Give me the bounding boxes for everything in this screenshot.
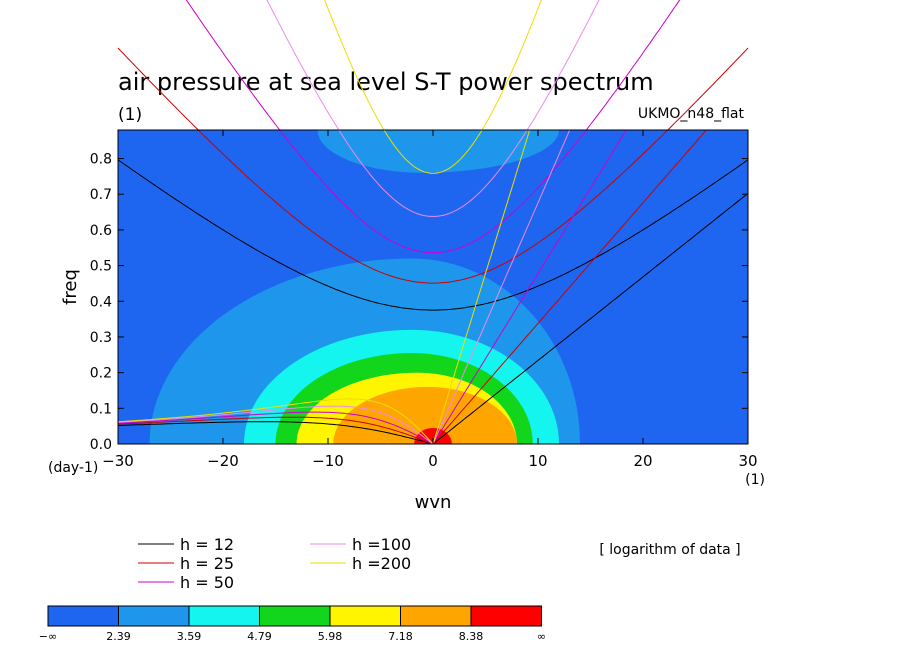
y-axis: 0.0 0.1 0.2 0.3 0.4 0.5 0.6 0.7 0.8	[90, 152, 748, 453]
legend-label-h12: h = 12	[180, 535, 234, 554]
colorbar-swatch-5	[400, 605, 472, 627]
dispersion-gravity-h25	[117, 47, 749, 284]
dispersion-rossby-h12	[118, 421, 434, 444]
subtitle-right: UKMO_n48_flat	[638, 106, 745, 122]
colorbar-label-2: 3.59	[177, 630, 202, 643]
colorbar-label-7: ∞	[537, 630, 546, 643]
data-note: [ logarithm of data ]	[599, 542, 740, 558]
dispersion-kelvin-h25	[432, 130, 708, 444]
x-tick-label: 0	[428, 452, 438, 470]
y-tick-label: 0.3	[90, 330, 112, 346]
colorbar-label-3: 4.79	[247, 630, 272, 643]
colorbar-swatch-6	[470, 605, 542, 627]
colorbar-label-6: 8.38	[459, 630, 484, 643]
dispersion-rossby-h200	[118, 398, 434, 444]
y-tick-label: 0.5	[90, 259, 112, 275]
x-unit-label: (1)	[745, 472, 765, 488]
y-tick-label: 0.8	[90, 152, 112, 168]
chart-title: air pressure at sea level S-T power spec…	[118, 68, 654, 96]
dispersion-gravity-h50	[185, 0, 681, 254]
legend-label-h50: h = 50	[180, 573, 234, 592]
dispersion-kelvin-h100	[432, 130, 571, 444]
colorbar-label-0: −∞	[39, 630, 57, 643]
legend-label-h25: h = 25	[180, 554, 234, 573]
y-unit-label: (day-1)	[48, 460, 98, 476]
y-tick-label: 0.4	[90, 294, 112, 310]
legend-label-h100: h =100	[352, 535, 411, 554]
x-tick-label: 30	[738, 452, 757, 470]
contour-level-0-shape-1	[317, 130, 559, 173]
dispersion-rossby-h100	[118, 405, 434, 444]
dispersion-curves	[117, 0, 749, 444]
x-tick-label: −10	[312, 452, 344, 470]
dispersion-gravity-h200	[324, 0, 542, 174]
dispersion-kelvin-h50	[432, 130, 627, 444]
dispersion-gravity-h100	[266, 0, 600, 217]
x-tick-label: −20	[207, 452, 239, 470]
colorbar-label-1: 2.39	[106, 630, 131, 643]
y-tick-label: 0.1	[90, 401, 112, 417]
y-tick-label: 0.6	[90, 223, 112, 239]
y-tick-label: 0.7	[90, 187, 112, 203]
colorbar-swatch-1	[118, 605, 190, 627]
legend-label-h200: h =200	[352, 554, 411, 573]
x-axis: −30 −20 −10 0 10 20 30	[102, 130, 758, 470]
dispersion-rossby-h25	[118, 416, 434, 444]
colorbar-label-4: 5.98	[318, 630, 343, 643]
colorbar-swatch-3	[259, 605, 331, 627]
dispersion-gravity-h12	[117, 159, 749, 311]
x-axis-label: wvn	[415, 492, 452, 513]
colorbar-label-5: 7.18	[388, 630, 413, 643]
dispersion-kelvin-h200	[432, 130, 531, 444]
dispersion-kelvin-h12	[432, 192, 748, 444]
colorbar: −∞ 2.39 3.59 4.79 5.98 7.18 8.38 ∞	[39, 605, 546, 643]
contour-fills	[149, 130, 580, 444]
dispersion-rossby-h50	[118, 411, 434, 444]
x-tick-label: −30	[102, 452, 134, 470]
subtitle-left: (1)	[118, 105, 142, 125]
x-tick-label: 10	[528, 452, 547, 470]
y-tick-label: 0.0	[90, 437, 112, 453]
colorbar-swatch-4	[329, 605, 401, 627]
colorbar-swatch-0	[47, 605, 119, 627]
x-tick-label: 20	[633, 452, 652, 470]
y-tick-label: 0.2	[90, 366, 112, 382]
colorbar-swatch-2	[188, 605, 260, 627]
y-axis-label: freq	[60, 269, 81, 305]
contour-level-4-shape-0	[333, 386, 517, 444]
